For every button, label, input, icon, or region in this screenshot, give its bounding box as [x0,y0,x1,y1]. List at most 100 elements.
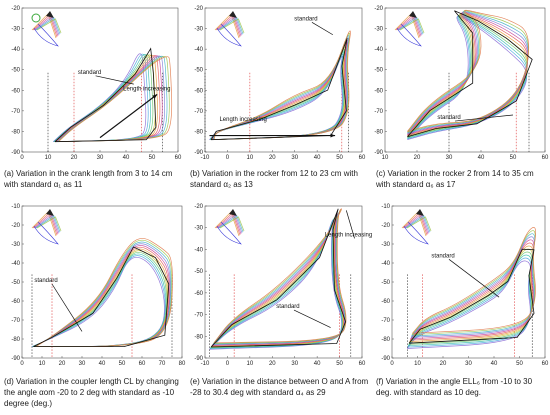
trajectory-series-8 [410,239,535,340]
linkage-arm [36,216,62,232]
y-tick-label: -60 [374,88,383,94]
trajectory-series-11 [407,10,529,133]
y-tick-label: -80 [374,129,383,135]
x-tick-label: -10 [201,361,210,367]
x-tick-label: 60 [175,155,182,161]
linkage-path [216,23,242,47]
linkage-hub [46,11,54,18]
y-tick-label: -60 [11,88,20,94]
y-tick-label: -70 [194,109,203,115]
annotation-arrow [345,210,355,239]
caption-b: (b) Variation in the rocker from 12 to 2… [190,169,358,189]
x-tick-label: 20 [269,155,276,161]
trajectory-series-6 [409,245,534,342]
linkage-path [33,221,59,245]
linkage-arm [219,216,245,232]
annotation-label: standard [78,70,101,76]
x-tick-label: 10 [45,155,52,161]
trajectory-series-7 [409,242,534,341]
trajectory-series-12 [412,227,537,334]
x-tick-label: 50 [336,155,343,161]
x-tick-label: 30 [291,155,298,161]
plot-area [204,7,363,153]
y-tick-label: -80 [11,337,20,343]
y-tick-label: -80 [194,129,203,135]
y-tick-label: -50 [374,68,383,74]
linkage-path [216,221,242,245]
x-tick-label: 40 [123,155,130,161]
linkage-hub [229,209,237,216]
y-tick-label: -80 [11,129,20,135]
linkage-arm [399,18,425,34]
trajectory-series-9 [410,236,535,338]
linkage-path [33,23,59,47]
y-tick-label: -30 [11,27,20,33]
standard-series [54,47,157,143]
trajectory-series-11 [411,230,536,336]
y-tick-label: -50 [381,280,390,286]
y-tick-label: -40 [11,261,20,267]
y-tick-label: -70 [11,318,20,324]
trajectory-series-9 [407,11,529,135]
x-tick-label: 20 [414,155,421,161]
y-tick-label: -90 [11,150,20,156]
x-tick-label: 40 [478,155,485,161]
x-tick-label: 40 [314,155,321,161]
trajectory-series-4 [408,251,533,345]
y-tick-label: -40 [194,247,203,253]
linkage-hub [229,11,237,18]
x-tick-label: 60 [542,361,549,367]
y-tick-label: -40 [194,47,203,53]
y-tick-label: -80 [381,337,390,343]
x-tick-label: 50 [510,155,517,161]
y-tick-label: -30 [194,27,203,33]
arrow-head [330,133,336,138]
annotation-label: Length increasing [219,117,266,123]
x-tick-label: 50 [119,361,126,367]
y-tick-label: -40 [381,261,390,267]
x-tick-label: 0 [20,155,24,161]
y-tick-label: -40 [11,47,20,53]
linkage-mechanism-icon [31,11,62,47]
y-tick-label: -40 [374,47,383,53]
x-tick-label: 70 [159,361,166,367]
y-tick-label: -20 [11,223,20,229]
x-tick-label: 40 [491,361,498,367]
y-tick-label: -90 [11,356,20,362]
linkage-arm [36,18,62,34]
y-tick-label: -70 [381,318,390,324]
annotation-label: standard [34,278,57,284]
y-tick-label: -20 [381,223,390,229]
arrow-head [152,94,158,99]
trajectory-series-10 [411,233,536,337]
standard-series [210,208,347,348]
annotation-label: standard [294,16,317,22]
x-tick-label: 40 [314,361,321,367]
standard-series [210,38,348,141]
plot-area [21,7,179,153]
x-tick-label: 60 [139,361,146,367]
x-tick-label: 20 [59,361,66,367]
x-tick-label: 20 [440,361,447,367]
y-tick-label: -80 [194,334,203,340]
x-tick-label: 0 [20,361,24,367]
y-tick-label: -10 [381,204,390,210]
trajectory-series-12 [213,208,347,344]
x-tick-label: 10 [414,361,421,367]
x-tick-label: 0 [390,361,394,367]
panel-d: 0 10 20 30 40 50 60 70 80 -10 -20 -30 -40 -50 -60 -70 -8… [11,204,186,367]
trajectory-series-7 [407,12,529,136]
y-tick-label: -70 [11,109,20,115]
linkage-hub [46,209,54,216]
panel-c: 10 20 30 40 50 60 -20 -30 -40 -50 -60 -70 -80 -90 stan… [374,6,549,161]
y-tick-label: -50 [194,269,203,275]
linkage-mechanism-icon [31,209,62,245]
x-tick-label: 30 [291,361,298,367]
annotation-arrow [95,75,134,85]
x-tick-label: 50 [149,155,156,161]
linkage-mechanism-icon [214,11,245,47]
trajectory-series-12 [213,30,351,141]
panel-a: 0 10 20 30 40 50 60 -20 -30 -40 -50 -60 -70 -80 -90 sta… [11,6,182,161]
panel-e: -10 0 10 20 30 40 50 60 -20 -30 -40 -50 -60 -70 -80 -90… [194,204,372,367]
y-tick-label: -60 [381,299,390,305]
